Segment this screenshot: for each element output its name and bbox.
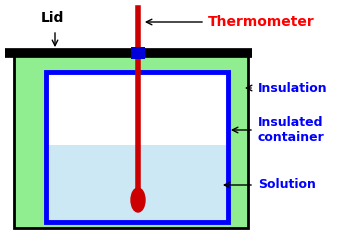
Bar: [131, 47, 145, 59]
Bar: [14, 50, 248, 228]
Bar: [46, 72, 228, 222]
Text: Solution: Solution: [258, 179, 316, 192]
Text: Lid: Lid: [40, 11, 64, 25]
Text: Thermometer: Thermometer: [208, 15, 315, 29]
Bar: [48, 145, 226, 222]
Text: Insulation: Insulation: [258, 82, 328, 95]
Text: Insulated
container: Insulated container: [258, 116, 325, 144]
Bar: [46, 72, 228, 222]
Ellipse shape: [131, 188, 145, 212]
